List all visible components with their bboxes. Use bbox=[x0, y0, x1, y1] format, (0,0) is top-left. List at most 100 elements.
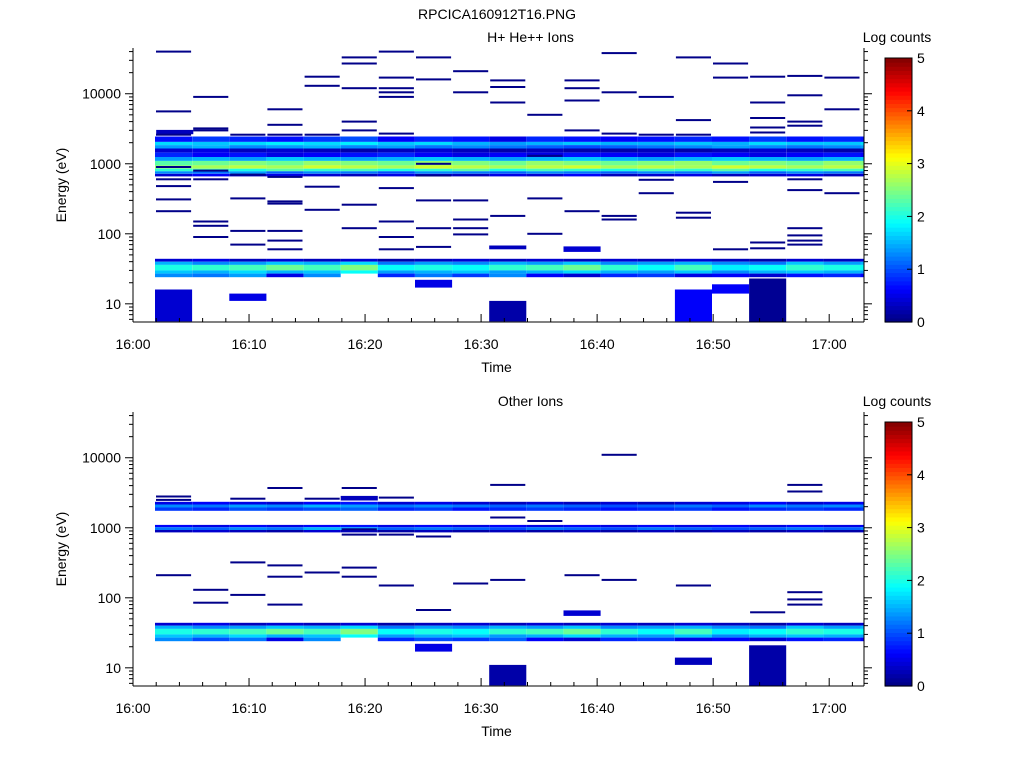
colorbar-segment bbox=[885, 648, 912, 654]
heatmap-cell bbox=[416, 56, 452, 59]
heatmap-cell bbox=[378, 220, 414, 223]
heatmap-cell bbox=[229, 507, 267, 511]
colorbar-segment bbox=[885, 450, 912, 456]
heatmap-cell bbox=[563, 501, 601, 505]
heatmap-cell bbox=[823, 504, 861, 508]
heatmap-cell bbox=[749, 504, 787, 508]
colorbar-segment bbox=[885, 173, 912, 179]
colorbar-segment bbox=[885, 124, 912, 129]
heatmap-cell bbox=[674, 530, 712, 533]
heatmap-cell bbox=[786, 171, 824, 174]
heatmap-cell bbox=[155, 270, 193, 274]
y-tick-label: 1000 bbox=[90, 520, 121, 536]
heatmap-cell bbox=[637, 261, 675, 265]
colorbar-segment bbox=[885, 632, 912, 638]
heatmap-cell bbox=[786, 136, 824, 142]
colorbar-segment bbox=[885, 591, 912, 596]
heatmap-cell bbox=[155, 530, 193, 533]
heatmap-cell bbox=[526, 258, 564, 262]
heatmap-cell bbox=[601, 214, 637, 217]
heatmap-cell bbox=[155, 524, 193, 528]
colorbar-segment bbox=[885, 152, 912, 158]
heatmap-cell bbox=[674, 152, 712, 157]
heatmap-cell bbox=[601, 578, 637, 581]
heatmap-cell bbox=[527, 197, 563, 200]
heatmap-cell bbox=[600, 634, 638, 638]
heatmap-cell bbox=[378, 187, 414, 190]
colorbar-segment bbox=[885, 231, 912, 236]
heatmap-cell bbox=[303, 273, 341, 278]
y-tick-label: 100 bbox=[98, 590, 122, 606]
colorbar-segment bbox=[885, 107, 912, 113]
heatmap-cell bbox=[303, 258, 341, 262]
heatmap-cell bbox=[192, 507, 230, 511]
heatmap-cell bbox=[637, 622, 675, 626]
heatmap-cell bbox=[489, 637, 527, 642]
heatmap-cell bbox=[156, 574, 192, 577]
colorbar-segment bbox=[885, 82, 912, 88]
heatmap-cell bbox=[155, 289, 193, 322]
heatmap-cell bbox=[266, 136, 304, 142]
heatmap-cell bbox=[674, 527, 712, 530]
colorbar-segment bbox=[885, 70, 912, 76]
heatmap-cell bbox=[192, 530, 230, 533]
heatmap-cell bbox=[712, 501, 750, 505]
heatmap-cell bbox=[563, 273, 601, 278]
heatmap-cell bbox=[600, 136, 638, 142]
heatmap-cell bbox=[860, 625, 864, 629]
heatmap-cell bbox=[823, 637, 861, 642]
heatmap-cell bbox=[526, 136, 564, 142]
heatmap-cell bbox=[712, 507, 750, 511]
heatmap-cell bbox=[489, 145, 527, 149]
heatmap-cell bbox=[341, 120, 377, 123]
heatmap-cell bbox=[415, 171, 453, 174]
heatmap-cell bbox=[341, 62, 377, 65]
colorbar-segment bbox=[885, 165, 912, 170]
heatmap-cell bbox=[453, 199, 489, 202]
heatmap-cell bbox=[563, 157, 601, 161]
heatmap-cell bbox=[266, 637, 304, 642]
heatmap-cell bbox=[453, 227, 489, 230]
heatmap-cell bbox=[637, 168, 675, 172]
heatmap-cell bbox=[416, 245, 452, 248]
heatmap-cell bbox=[303, 160, 341, 166]
heatmap-cell bbox=[192, 165, 230, 169]
heatmap-cell bbox=[377, 165, 415, 169]
heatmap-cell bbox=[637, 625, 675, 629]
heatmap-cell bbox=[452, 145, 490, 149]
heatmap-cell bbox=[712, 530, 750, 533]
heatmap-cell bbox=[229, 504, 267, 508]
heatmap-cell bbox=[452, 628, 490, 635]
heatmap-cell bbox=[674, 171, 712, 174]
heatmap-cell bbox=[563, 527, 601, 530]
colorbar-segment bbox=[885, 644, 912, 650]
heatmap-cell bbox=[637, 270, 675, 274]
heatmap-cell bbox=[600, 258, 638, 262]
heatmap-cell bbox=[378, 91, 414, 94]
colorbar-segment bbox=[885, 578, 912, 584]
heatmap-cell bbox=[377, 634, 415, 638]
heatmap-cell bbox=[823, 261, 861, 265]
heatmap-cell bbox=[267, 564, 303, 567]
heatmap-cell bbox=[563, 152, 601, 157]
heatmap-cell bbox=[192, 148, 230, 153]
heatmap-cell bbox=[155, 157, 193, 161]
heatmap-cell bbox=[749, 145, 787, 149]
heatmap-cell bbox=[674, 504, 712, 508]
colorbar-segment bbox=[885, 681, 912, 687]
colorbar-segment bbox=[885, 665, 912, 671]
heatmap-cell bbox=[860, 168, 864, 172]
heatmap-cell bbox=[377, 148, 415, 153]
colorbar-tick-label: 1 bbox=[917, 625, 925, 641]
heatmap-cell bbox=[749, 258, 787, 262]
colorbar-segment bbox=[885, 570, 912, 576]
colorbar-segment bbox=[885, 95, 912, 100]
heatmap-cell bbox=[156, 166, 192, 168]
heatmap-cell bbox=[489, 628, 527, 635]
x-tick-label: 16:00 bbox=[115, 336, 150, 352]
heatmap-cell bbox=[526, 157, 564, 161]
colorbar-segment bbox=[885, 574, 912, 580]
heatmap-cell bbox=[712, 270, 750, 274]
heatmap-cell bbox=[674, 289, 712, 322]
heatmap-cell bbox=[786, 527, 824, 530]
